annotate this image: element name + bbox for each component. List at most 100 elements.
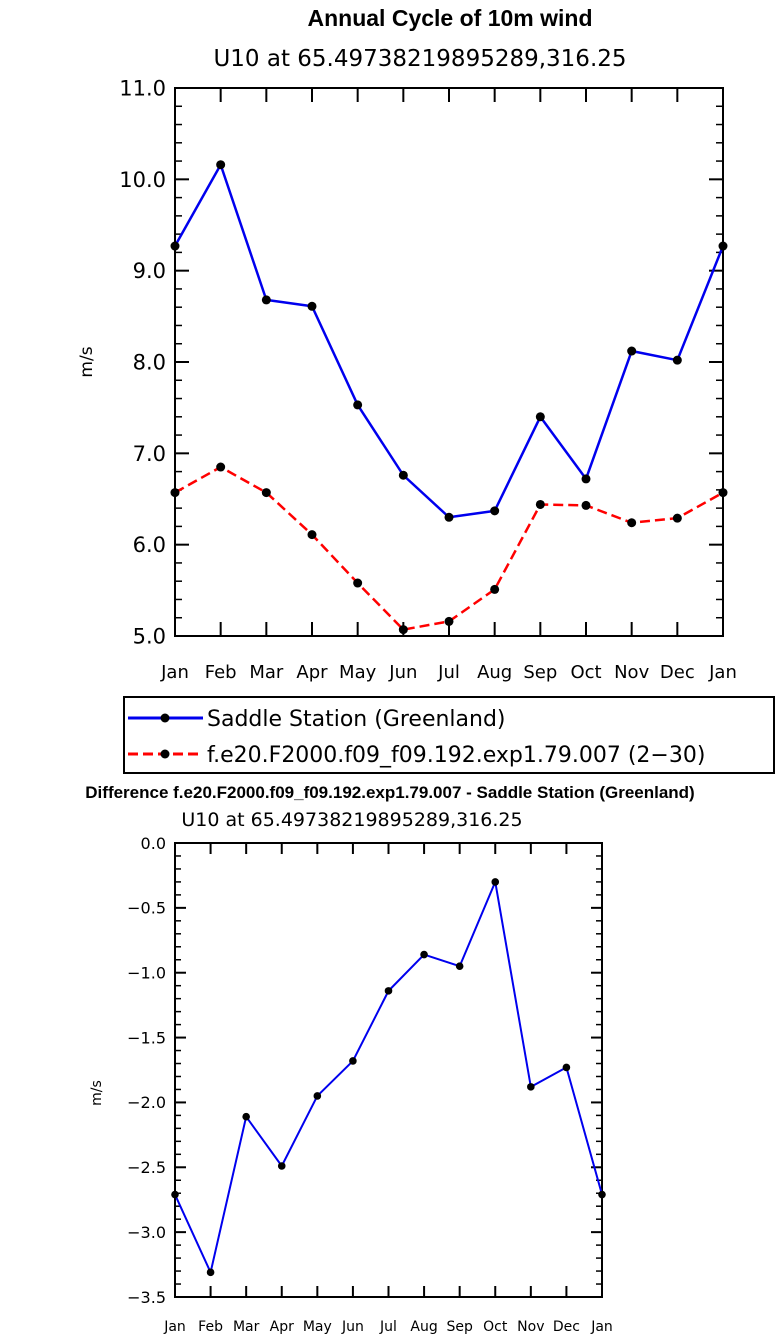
y-tick-label: −2.5: [127, 1158, 166, 1177]
x-tick-label: Mar: [249, 662, 284, 683]
y-tick-label: −1.0: [127, 963, 166, 982]
data-point-series-0: [455, 962, 464, 971]
series-line-1: [174, 465, 724, 631]
data-point-series-0: [170, 241, 180, 251]
data-point-series-0: [581, 474, 591, 484]
data-point-series-1: [672, 513, 682, 523]
y-tick-label: 10.0: [119, 168, 166, 192]
x-tick-label: Jul: [379, 1319, 397, 1335]
legend-marker-model: [160, 749, 170, 759]
x-tick-label: Jan: [160, 662, 189, 683]
series-line-0: [173, 163, 725, 519]
x-tick-label: Jun: [341, 1319, 364, 1335]
x-tick-label: Aug: [410, 1319, 437, 1335]
legend-label-saddle-station: Saddle Station (Greenland): [207, 707, 506, 732]
data-point-series-0: [313, 1092, 322, 1100]
plot-frame: [174, 842, 603, 1298]
data-point-series-0: [171, 1190, 179, 1199]
x-tick-label: May: [303, 1319, 332, 1335]
legend-label-model: f.e20.F2000.f09_f09.192.exp1.79.007 (2−3…: [207, 743, 705, 768]
chart1-y-axis-label: m/s: [77, 346, 97, 377]
data-point-series-1: [261, 488, 271, 498]
data-point-series-1: [170, 488, 180, 498]
y-tick-label: 7.0: [133, 442, 166, 466]
data-point-series-0: [718, 241, 728, 251]
data-point-series-1: [490, 584, 500, 594]
plot-frame: [174, 87, 724, 637]
data-point-series-0: [277, 1162, 286, 1170]
data-point-series-0: [598, 1190, 606, 1199]
data-point-series-1: [627, 518, 637, 528]
x-tick-label: Oct: [483, 1319, 508, 1335]
data-point-series-0: [353, 400, 363, 410]
x-tick-label: Jan: [163, 1319, 186, 1335]
chart-difference: Difference f.e20.F2000.f09_f09.192.exp1.…: [85, 783, 694, 1335]
y-tick-label: −1.5: [127, 1028, 166, 1047]
x-tick-label: Oct: [570, 662, 601, 683]
y-tick-label: 6.0: [133, 533, 166, 557]
chart2-subtitle: U10 at 65.49738219895289,316.25: [181, 809, 522, 831]
chart1-subtitle: U10 at 65.49738219895289,316.25: [213, 46, 626, 72]
x-tick-label: Nov: [517, 1319, 544, 1335]
x-tick-label: Mar: [233, 1319, 260, 1335]
y-tick-label: −3.0: [127, 1223, 166, 1242]
x-tick-label: Feb: [198, 1319, 223, 1335]
data-point-series-0: [672, 355, 682, 365]
x-tick-label: Jun: [388, 662, 417, 683]
data-point-series-0: [384, 987, 393, 995]
data-point-series-1: [398, 625, 408, 635]
data-point-series-0: [261, 295, 271, 305]
chart-annual-cycle: Annual Cycle of 10m wind U10 at 65.49738…: [77, 5, 775, 774]
y-tick-label: −0.5: [127, 899, 166, 918]
x-tick-label: Dec: [660, 662, 695, 683]
legend-marker-saddle-station: [160, 713, 170, 723]
chart1-plot-area: 5.0 6.0 7.0 8.0 9.0 10.0 11.0 Jan Feb Mar Apr May Ju…: [119, 77, 737, 683]
x-tick-label: Jul: [437, 662, 460, 683]
data-point-series-1: [718, 488, 728, 498]
y-tick-label: 0.0: [141, 834, 166, 853]
data-point-series-0: [527, 1083, 535, 1091]
x-tick-label: Sep: [446, 1319, 473, 1335]
data-point-series-1: [581, 500, 591, 510]
x-tick-label: Apr: [270, 1319, 294, 1335]
data-point-series-0: [206, 1268, 215, 1277]
data-point-series-1: [444, 616, 454, 626]
chart2-y-axis-label: m/s: [89, 1080, 105, 1106]
legend-box: [123, 696, 775, 774]
legend-item-saddle-station: Saddle Station (Greenland): [128, 707, 506, 732]
y-tick-label: −3.5: [127, 1288, 166, 1307]
data-point-series-0: [307, 301, 317, 311]
y-tick-label: 5.0: [133, 625, 166, 649]
data-point-series-1: [307, 530, 317, 540]
data-point-series-0: [490, 506, 500, 516]
x-tick-label: Aug: [477, 662, 512, 683]
data-point-series-0: [349, 1057, 357, 1065]
y-tick-label: 9.0: [133, 259, 166, 283]
data-point-series-1: [216, 462, 226, 472]
x-tick-label: Jan: [708, 662, 737, 683]
data-point-series-0: [444, 512, 454, 522]
chart2-plot-area: −3.5 −3.0 −2.5 −2.0 −1.5 −1.0 −0.5 0.0 Jan Feb Mar…: [127, 834, 613, 1335]
chart2-title: Difference f.e20.F2000.f09_f09.192.exp1.…: [85, 783, 694, 802]
data-point-series-0: [242, 1112, 250, 1121]
data-point-series-0: [420, 950, 428, 959]
chart1-legend: Saddle Station (Greenland) f.e20.F2000.f…: [123, 696, 775, 774]
x-tick-label: Apr: [296, 662, 328, 683]
data-point-series-1: [535, 499, 545, 509]
x-tick-label: Nov: [614, 662, 649, 683]
x-tick-label: Dec: [553, 1319, 580, 1335]
x-tick-label: Sep: [523, 662, 557, 683]
series-line-0: [174, 880, 603, 1274]
data-point-series-0: [491, 878, 500, 886]
x-tick-label: Feb: [205, 662, 237, 683]
legend-item-model: f.e20.F2000.f09_f09.192.exp1.79.007 (2−3…: [128, 743, 705, 768]
data-point-series-1: [353, 578, 363, 588]
data-point-series-0: [216, 160, 226, 170]
y-tick-label: −2.0: [127, 1093, 166, 1112]
x-tick-label: May: [339, 662, 377, 683]
chart1-title: Annual Cycle of 10m wind: [308, 5, 593, 31]
data-point-series-0: [398, 470, 408, 480]
y-tick-label: 11.0: [119, 77, 166, 101]
data-point-series-0: [535, 412, 545, 422]
